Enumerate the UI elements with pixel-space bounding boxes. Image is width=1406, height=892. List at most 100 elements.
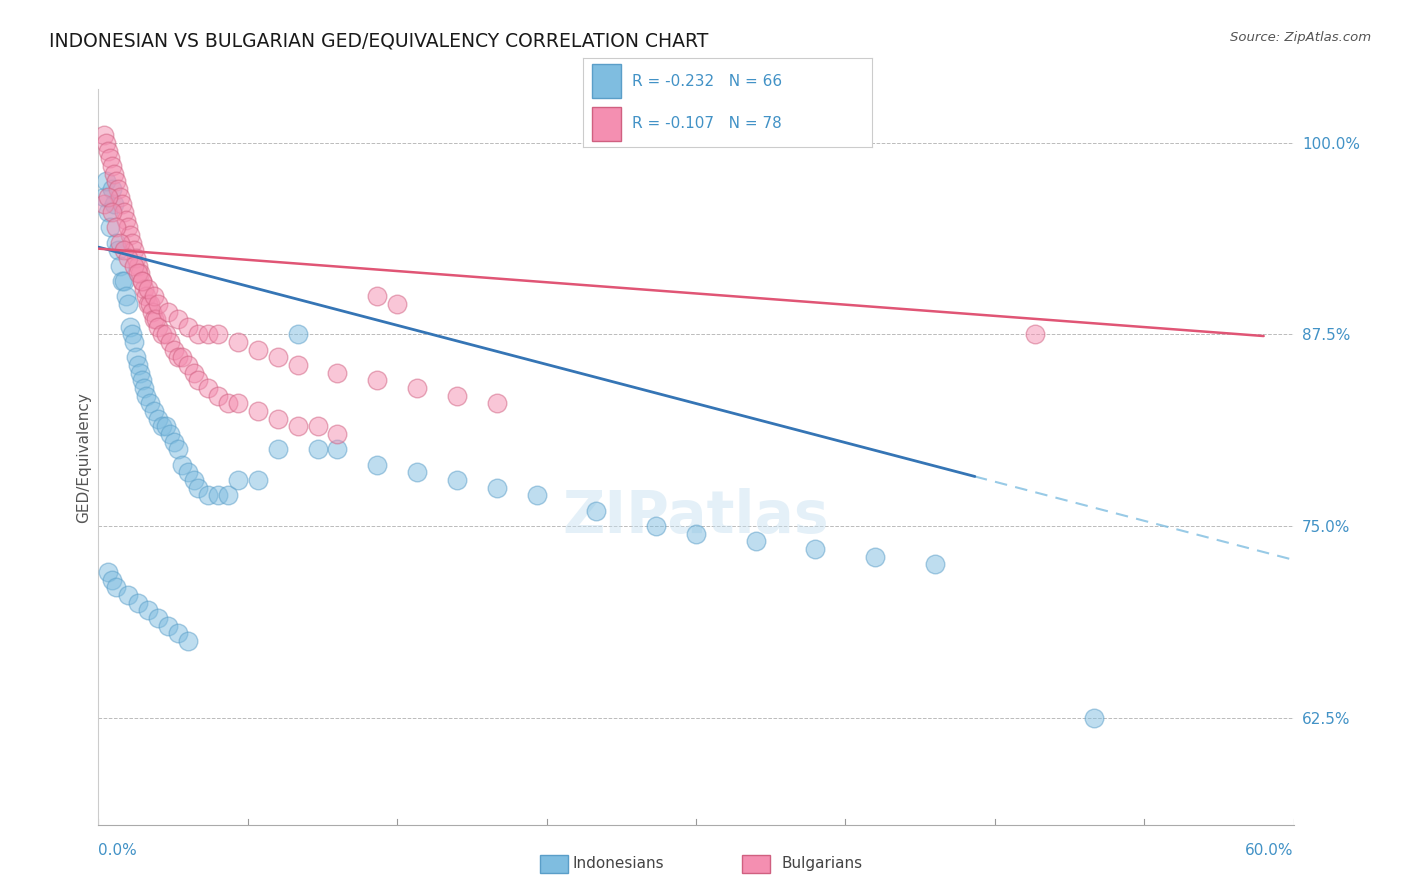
Point xyxy=(139,396,162,410)
Point xyxy=(406,466,429,480)
Point xyxy=(585,504,607,518)
Point xyxy=(177,358,200,372)
Point xyxy=(804,542,827,557)
Point xyxy=(105,220,128,235)
Point xyxy=(139,297,162,311)
Point xyxy=(207,327,229,342)
Point xyxy=(103,167,125,181)
Point xyxy=(107,182,129,196)
Point xyxy=(207,389,229,403)
Point xyxy=(183,473,205,487)
Point xyxy=(163,434,186,449)
Point xyxy=(110,259,132,273)
Point xyxy=(217,488,239,502)
Point xyxy=(134,281,156,295)
Point xyxy=(98,151,122,165)
Point xyxy=(143,404,166,418)
Text: INDONESIAN VS BULGARIAN GED/EQUIVALENCY CORRELATION CHART: INDONESIAN VS BULGARIAN GED/EQUIVALENCY … xyxy=(49,31,709,50)
Point xyxy=(117,251,139,265)
Point xyxy=(446,473,468,487)
Point xyxy=(485,396,508,410)
Point xyxy=(177,319,200,334)
Point xyxy=(172,458,194,472)
Point xyxy=(97,204,120,219)
Point xyxy=(145,312,167,326)
Point xyxy=(172,351,194,365)
Point xyxy=(120,227,142,242)
Point xyxy=(207,488,229,502)
Point xyxy=(1024,327,1046,342)
Point xyxy=(110,235,132,250)
Point xyxy=(366,289,388,303)
Point xyxy=(148,319,170,334)
Point xyxy=(115,289,138,303)
Point xyxy=(121,327,143,342)
Point xyxy=(163,343,186,357)
Point xyxy=(143,289,166,303)
Point xyxy=(187,327,209,342)
Point xyxy=(167,442,190,457)
Point xyxy=(287,327,309,342)
Point xyxy=(101,182,124,196)
Point xyxy=(127,358,149,372)
Point xyxy=(526,488,548,502)
Point xyxy=(246,473,269,487)
Point xyxy=(127,596,149,610)
Point xyxy=(105,174,128,188)
Point xyxy=(93,189,115,203)
Point xyxy=(148,611,170,625)
Point xyxy=(115,212,138,227)
Point xyxy=(217,396,239,410)
Point xyxy=(135,289,157,303)
Point xyxy=(125,351,148,365)
Point xyxy=(125,251,148,265)
Point xyxy=(135,389,157,403)
Point xyxy=(267,412,290,426)
Point xyxy=(136,603,159,617)
Point xyxy=(246,404,269,418)
Point xyxy=(485,481,508,495)
Point xyxy=(287,358,309,372)
Point xyxy=(97,189,120,203)
Point xyxy=(155,327,177,342)
Point xyxy=(183,366,205,380)
Text: 60.0%: 60.0% xyxy=(1246,844,1294,858)
Point xyxy=(131,274,153,288)
Point xyxy=(97,144,120,158)
Point xyxy=(745,534,768,549)
Point xyxy=(105,581,128,595)
Point xyxy=(96,174,118,188)
Point xyxy=(685,526,707,541)
Point xyxy=(148,412,170,426)
Point xyxy=(124,335,146,350)
Point xyxy=(326,442,349,457)
Point xyxy=(134,381,156,395)
Point xyxy=(117,220,139,235)
Point xyxy=(111,197,134,211)
Point xyxy=(267,442,290,457)
Point xyxy=(366,458,388,472)
Point xyxy=(93,197,115,211)
Point xyxy=(124,259,146,273)
Point xyxy=(121,235,143,250)
Point xyxy=(385,297,409,311)
Point xyxy=(307,419,329,434)
Point xyxy=(924,558,946,572)
Point xyxy=(110,189,132,203)
Point xyxy=(101,204,124,219)
Point xyxy=(267,351,290,365)
Point xyxy=(177,466,200,480)
Point xyxy=(187,481,209,495)
Point xyxy=(406,381,429,395)
Point xyxy=(136,297,159,311)
Point xyxy=(131,274,153,288)
Point xyxy=(111,274,134,288)
Point xyxy=(187,374,209,388)
Point xyxy=(167,626,190,640)
Point xyxy=(197,381,219,395)
Point xyxy=(103,197,125,211)
Point xyxy=(93,128,115,143)
Point xyxy=(105,235,128,250)
Point xyxy=(124,243,146,257)
Point xyxy=(120,319,142,334)
